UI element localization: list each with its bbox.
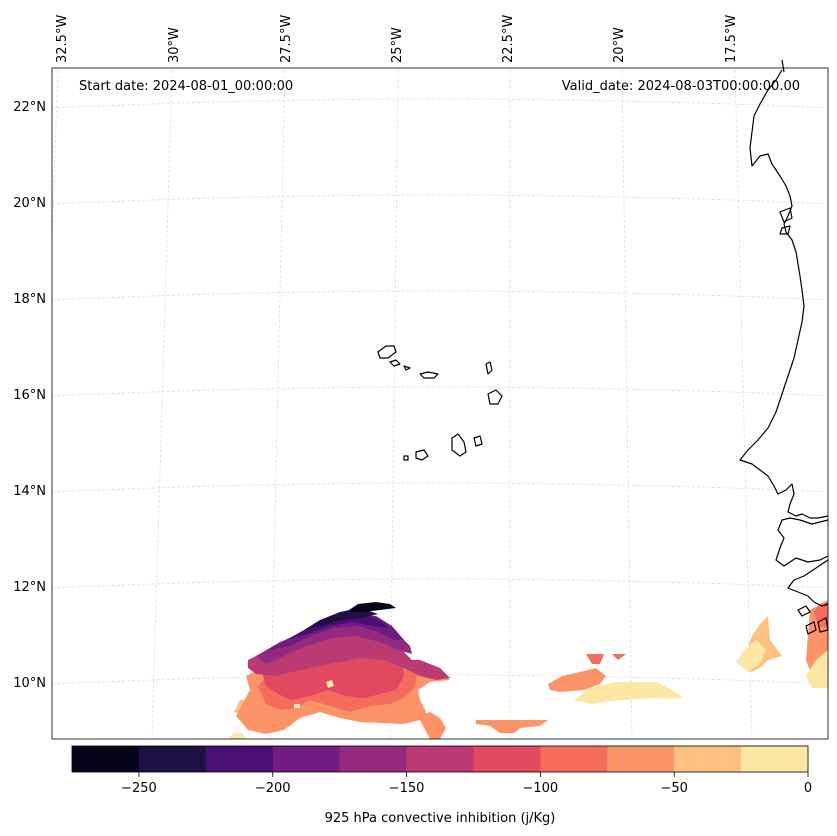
meridian-20w (621, 69, 633, 740)
canary-island-a (779, 207, 793, 223)
santiago (451, 433, 467, 457)
cin-level-minus200 (286, 614, 388, 640)
cin-level-0 (228, 733, 246, 739)
colorbar-swatch (741, 746, 809, 772)
graticule (51, 69, 829, 740)
cin-level-minus150 (256, 620, 412, 664)
parallel-12n (51, 578, 829, 589)
start-date-label: Start date: 2024-08-01_00:00:00 (79, 79, 293, 94)
canary-island-b (779, 225, 791, 235)
meridian-27-5w (269, 69, 286, 740)
colorbar-swatch (72, 746, 140, 772)
coastlines (377, 59, 829, 635)
africa-coastline-south (775, 517, 829, 567)
parallel-16n (51, 386, 829, 397)
cin-patch-minus50-a (548, 668, 606, 692)
coast-east-tick (781, 59, 785, 73)
lon-label-22-5w: 22.5°W (501, 15, 516, 63)
parallel-20n (51, 194, 829, 205)
sao-vicente (389, 359, 401, 367)
lat-label-14n: 14°N (13, 484, 46, 499)
lat-label-20n: 20°N (13, 196, 46, 211)
parallel-22n (51, 98, 829, 109)
colorbar-swatch (339, 746, 408, 772)
meridian-30w (151, 69, 173, 740)
colorbar-title: 925 hPa convective inhibition (j/Kg) (325, 811, 556, 826)
cin-spot-light (294, 680, 334, 708)
cin-field-southwest (228, 602, 548, 739)
cin-level-minus225 (304, 608, 378, 630)
colorbar-tick-label: −250 (121, 781, 157, 796)
lon-label-17-5w: 17.5°W (724, 15, 739, 63)
valid-date-label: Valid_date: 2024-08-03T00:00:00.00 (562, 79, 800, 94)
lat-label-22n: 22°N (13, 100, 46, 115)
colorbar-swatch (540, 746, 608, 772)
colorbar-tick-label: −150 (389, 781, 425, 796)
sal (485, 361, 493, 375)
parallel-18n (51, 290, 829, 301)
meridian-17-5w (734, 69, 753, 740)
colorbar-swatch (473, 746, 541, 772)
cin-level-minus250 (346, 602, 396, 612)
colorbar-tick-label: 0 (804, 781, 812, 796)
brava (403, 455, 409, 461)
colorbar: −250 −200 −150 −100 −50 0 925 hPa convective … (71, 745, 812, 826)
colorbar-tick-label: −200 (255, 781, 291, 796)
santa-luzia (403, 365, 411, 371)
lat-label-18n: 18°N (13, 292, 46, 307)
lon-label-30w: 30°W (167, 27, 182, 63)
colorbar-swatch (607, 746, 675, 772)
colorbar-swatches (72, 746, 809, 772)
colorbar-swatch (406, 746, 474, 772)
lat-label-16n: 16°N (13, 388, 46, 403)
lon-label-20w: 20°W (612, 27, 627, 63)
colorbar-swatch (138, 746, 207, 772)
santo-antao (377, 345, 397, 359)
parallel-14n (51, 482, 829, 493)
cin-patch-minus75-a (586, 654, 626, 664)
boa-vista (487, 389, 503, 405)
colorbar-ticks: −250 −200 −150 −100 −50 0 (121, 772, 812, 796)
colorbar-swatch (674, 746, 742, 772)
map-frame (51, 67, 829, 740)
colorbar-tick-label: −100 (523, 781, 559, 796)
lon-label-25w: 25°W (390, 27, 405, 63)
colorbar-swatch (272, 746, 341, 772)
parallel-10n (51, 674, 829, 685)
lon-label-32-5w: 32.5°W (55, 15, 70, 63)
cin-patch-0-c (806, 650, 828, 688)
colorbar-swatch (205, 746, 274, 772)
colorbar-tick-label: −50 (660, 781, 687, 796)
lat-label-12n: 12°N (13, 580, 46, 595)
longitude-labels: 32.5°W 30°W 27.5°W 25°W 22.5°W 20°W 17.5… (55, 15, 739, 63)
lon-label-27-5w: 27.5°W (279, 15, 294, 63)
sao-nicolau (419, 371, 439, 379)
cin-patch-0-a (574, 682, 684, 704)
colorbar-frame (71, 745, 809, 773)
meridian-32-5w (51, 69, 59, 241)
maio (473, 435, 483, 447)
map-panel (52, 68, 828, 739)
cin-patch-minus75-c (814, 602, 828, 628)
latitude-labels: 22°N 20°N 18°N 16°N 14°N 12°N 10°N (13, 100, 46, 691)
africa-coastline (739, 69, 829, 519)
cin-patch-0-b (736, 640, 766, 672)
fogo (415, 449, 429, 461)
lat-label-10n: 10°N (13, 676, 46, 691)
guinea-coast (787, 559, 829, 607)
